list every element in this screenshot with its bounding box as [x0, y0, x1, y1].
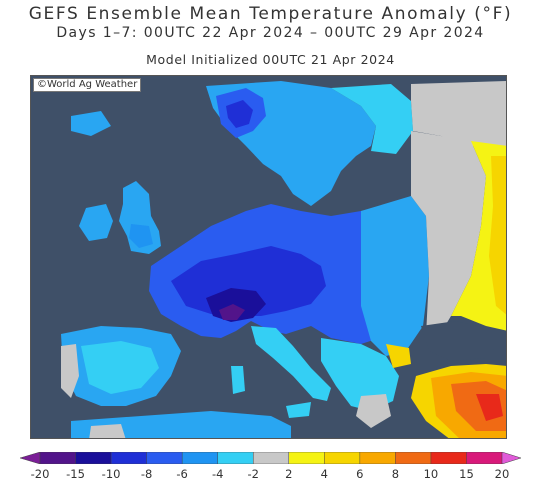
italy-peninsula — [251, 326, 331, 401]
model-init-label: Model Initialized 00UTC 21 Apr 2024 — [146, 52, 395, 67]
black-sea — [421, 321, 501, 361]
western-russia-gray — [411, 131, 486, 341]
northeast-gray — [411, 81, 506, 146]
legend-tick-labels: -20 -15 -10 -8 -6 -4 -2 2 4 6 8 10 15 20 — [0, 467, 541, 483]
legend-tick-label: 4 — [320, 467, 328, 481]
north-africa-gray — [89, 424, 126, 438]
legend-bin — [181, 452, 219, 464]
legend-tick-label: 10 — [423, 467, 439, 481]
legend-bin — [19, 452, 41, 464]
turkey-hottest — [476, 394, 503, 421]
legend-tick-label: 6 — [356, 467, 364, 481]
legend-bin — [466, 452, 503, 464]
legend-tick-label: 20 — [494, 467, 510, 481]
eastern-warmer-band — [489, 156, 506, 315]
legend-tick-label: -6 — [176, 467, 188, 481]
eastern-warm-band — [451, 141, 506, 331]
legend-bin — [288, 452, 326, 464]
legend-bin — [39, 452, 77, 464]
ireland — [79, 204, 113, 241]
eastern-europe — [361, 196, 429, 356]
anomaly-map: ©World Ag Weather — [30, 75, 507, 439]
legend-bin — [217, 452, 254, 464]
finland-area — [331, 84, 413, 154]
sardinia — [231, 366, 245, 394]
legend-bin — [252, 452, 290, 464]
legend-bin — [146, 452, 183, 464]
legend-bin — [75, 452, 112, 464]
sicily — [286, 402, 311, 418]
legend-bin — [359, 452, 397, 464]
legend-tick-label: 2 — [285, 467, 293, 481]
legend-tick-label: -8 — [140, 467, 153, 481]
legend-bin — [324, 452, 361, 464]
scandinavia-coldest-core — [226, 100, 253, 128]
iceland — [71, 111, 111, 136]
balkans — [321, 338, 399, 411]
alps-extreme-core — [219, 304, 245, 320]
greece-gray — [356, 394, 391, 428]
map-title: GEFS Ensemble Mean Temperature Anomaly (… — [28, 4, 513, 24]
britain-cold-core — [129, 224, 153, 248]
legend-tick-label: 8 — [391, 467, 400, 481]
balkans-warm-patch — [386, 344, 411, 368]
legend-bin — [110, 452, 148, 464]
date-range-subtitle: Days 1–7: 00UTC 22 Apr 2024 – 00UTC 29 A… — [56, 25, 485, 41]
legend-tick-label: -4 — [211, 467, 224, 481]
portugal-gray — [61, 344, 79, 398]
map-canvas — [31, 76, 506, 438]
legend-bin — [430, 452, 468, 464]
north-africa — [71, 411, 291, 438]
legend-bin — [395, 452, 432, 464]
legend-tick-label: -10 — [101, 467, 121, 481]
legend-tick-label: -2 — [247, 467, 259, 481]
map-credit: ©World Ag Weather — [33, 78, 142, 92]
iberia-inner — [81, 341, 159, 394]
legend-tick-label: 15 — [459, 467, 474, 481]
legend-bin — [501, 452, 522, 464]
legend-tick-label: -15 — [66, 467, 85, 481]
legend-tick-label: -20 — [30, 467, 50, 481]
legend-colorbar — [19, 452, 522, 464]
